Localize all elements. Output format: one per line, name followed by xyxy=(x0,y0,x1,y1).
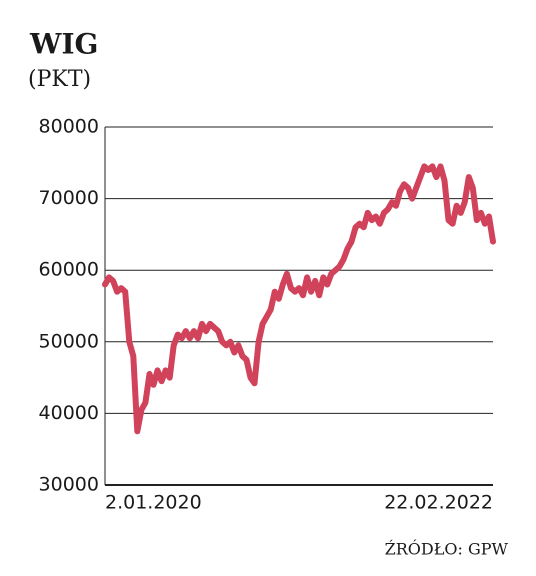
y-tick-label: 50000 xyxy=(39,330,99,352)
y-tick-label: 40000 xyxy=(39,402,99,424)
y-tick-label: 30000 xyxy=(39,474,99,496)
y-tick-label: 80000 xyxy=(39,116,99,138)
data-line xyxy=(102,163,496,435)
x-tick-label: 2.01.2020 xyxy=(105,492,202,514)
chart-title: WIG xyxy=(29,28,98,61)
chart-subtitle: (PKT) xyxy=(28,67,91,92)
source: ŹRÓDŁO: GPW xyxy=(385,539,509,559)
y-tick-label: 70000 xyxy=(39,187,99,209)
y-tick-label: 60000 xyxy=(39,259,99,281)
x-tick-label: 22.02.2022 xyxy=(384,492,493,514)
